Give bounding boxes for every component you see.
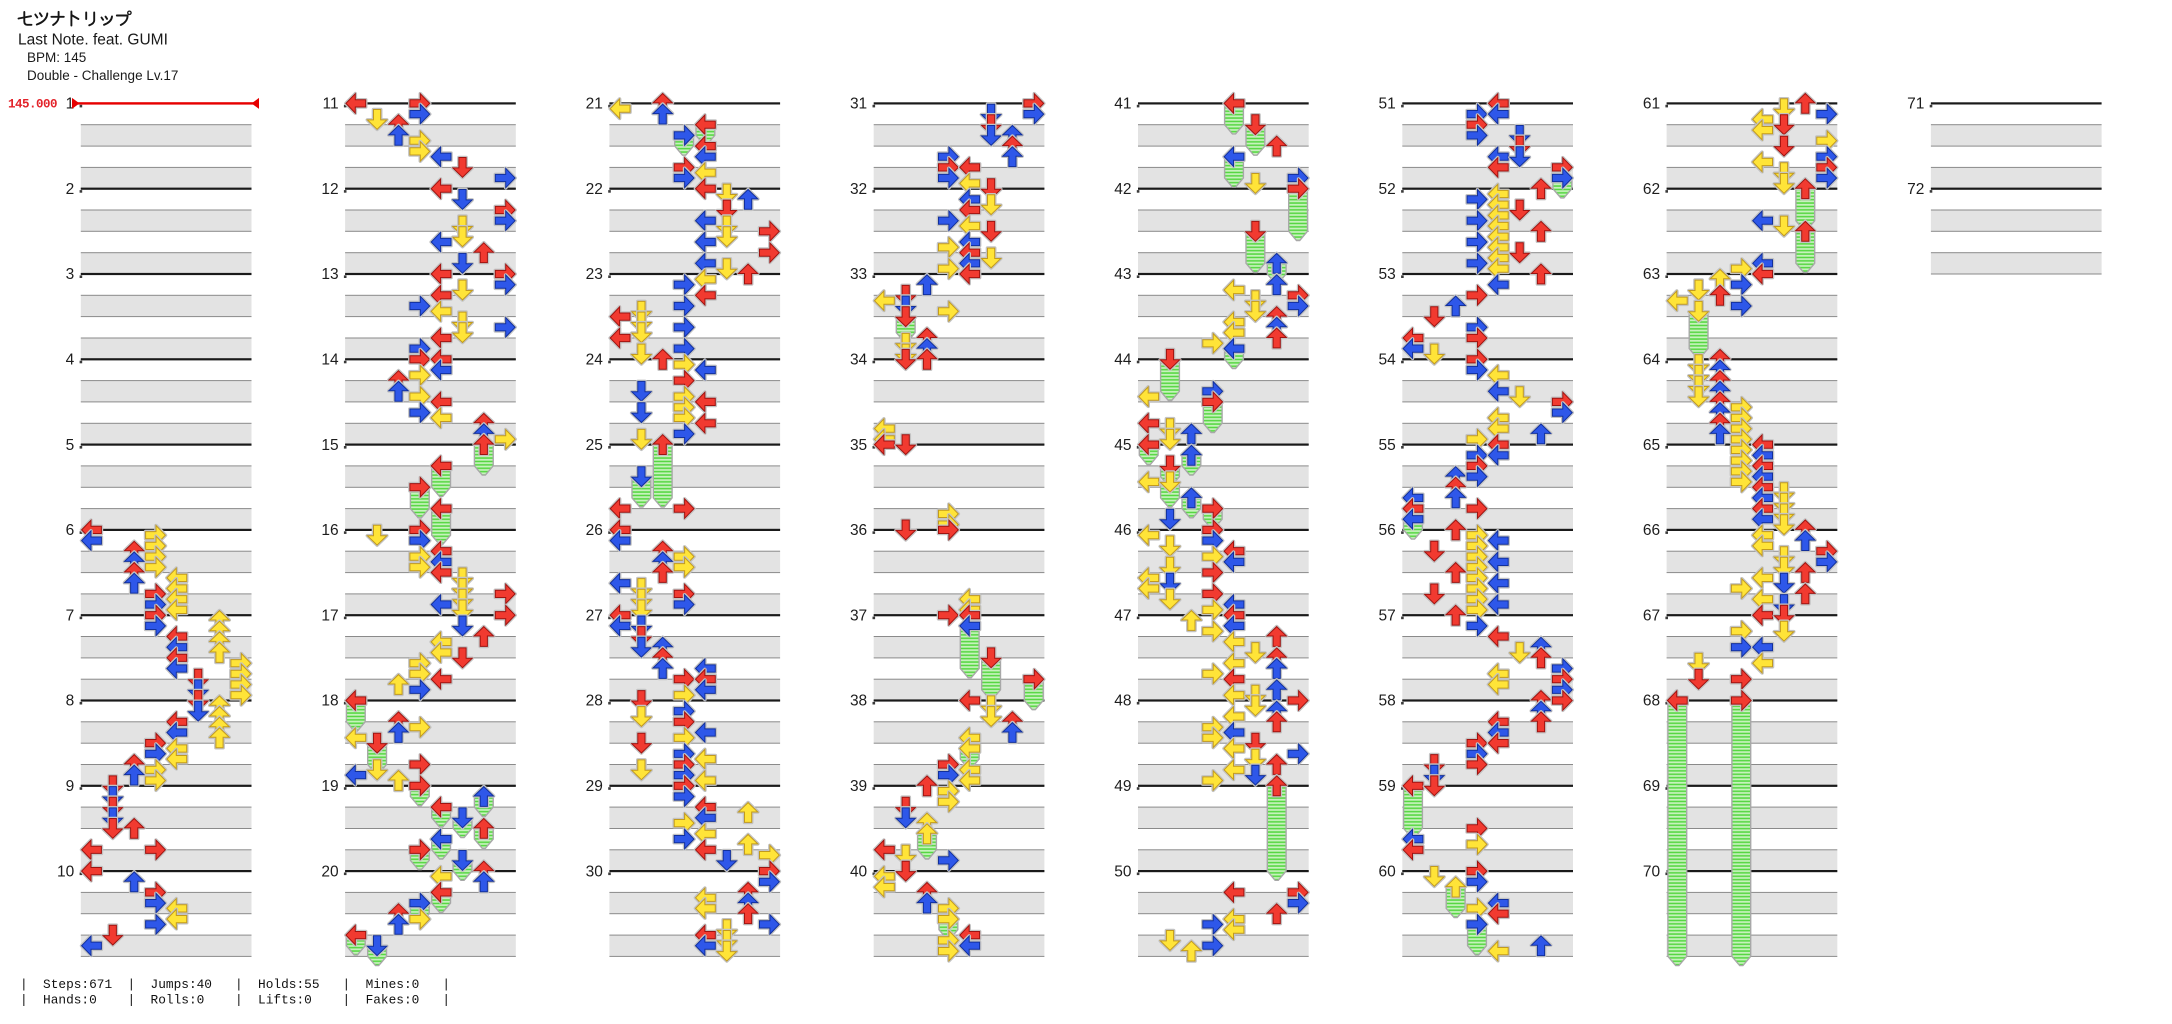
svg-text:46: 46 (1114, 522, 1131, 539)
svg-text:37: 37 (850, 607, 867, 624)
svg-text:| Steps:671 | Jumps:40 |: | Steps:671 | Jumps:40 | Holds:55 | Mine… (20, 977, 450, 992)
svg-text:34: 34 (850, 352, 868, 369)
svg-text:72: 72 (1907, 181, 1924, 198)
svg-text:11: 11 (323, 96, 339, 113)
svg-text:59: 59 (1379, 778, 1396, 795)
svg-text:27: 27 (586, 607, 603, 624)
svg-text:70: 70 (1643, 863, 1661, 880)
svg-text:2: 2 (66, 181, 75, 198)
svg-text:7: 7 (66, 607, 75, 624)
svg-text:24: 24 (586, 352, 604, 369)
svg-text:17: 17 (321, 607, 338, 624)
svg-text:9: 9 (66, 778, 75, 795)
svg-text:44: 44 (1114, 352, 1132, 369)
svg-text:56: 56 (1379, 522, 1396, 539)
svg-text:47: 47 (1114, 607, 1131, 624)
svg-text:22: 22 (586, 181, 603, 198)
svg-text:29: 29 (586, 778, 603, 795)
svg-text:58: 58 (1379, 693, 1396, 710)
svg-text:19: 19 (321, 778, 338, 795)
svg-text:57: 57 (1379, 607, 1396, 624)
svg-text:145.000: 145.000 (8, 97, 57, 111)
svg-text:60: 60 (1379, 863, 1397, 880)
svg-text:49: 49 (1114, 778, 1131, 795)
svg-text:25: 25 (586, 437, 603, 454)
svg-text:3: 3 (66, 266, 75, 283)
svg-text:61: 61 (1643, 96, 1660, 113)
svg-text:39: 39 (850, 778, 867, 795)
svg-text:31: 31 (850, 96, 867, 113)
svg-text:54: 54 (1379, 352, 1397, 369)
svg-text:| Hands:0 | Rolls:0 |: | Hands:0 | Rolls:0 | Lifts:0 | Fakes:0 … (20, 993, 450, 1008)
svg-text:8: 8 (66, 693, 75, 710)
svg-text:71: 71 (1907, 96, 1924, 113)
svg-text:Last Note. feat. GUMI: Last Note. feat. GUMI (18, 32, 168, 49)
svg-text:16: 16 (321, 522, 338, 539)
svg-text:45: 45 (1114, 437, 1131, 454)
svg-text:51: 51 (1379, 96, 1396, 113)
svg-text:12: 12 (321, 181, 338, 198)
svg-text:35: 35 (850, 437, 867, 454)
svg-text:65: 65 (1643, 437, 1660, 454)
svg-text:20: 20 (321, 863, 339, 880)
svg-text:38: 38 (850, 693, 867, 710)
svg-text:67: 67 (1643, 607, 1660, 624)
svg-text:66: 66 (1643, 522, 1660, 539)
svg-text:55: 55 (1379, 437, 1396, 454)
svg-text:48: 48 (1114, 693, 1131, 710)
svg-text:1: 1 (66, 96, 75, 113)
svg-text:64: 64 (1643, 352, 1661, 369)
svg-text:62: 62 (1643, 181, 1660, 198)
svg-text:30: 30 (586, 863, 604, 880)
svg-text:40: 40 (850, 863, 868, 880)
svg-text:10: 10 (57, 863, 75, 880)
svg-text:4: 4 (66, 352, 75, 369)
svg-text:BPM: 145: BPM: 145 (27, 50, 86, 65)
svg-text:18: 18 (321, 693, 338, 710)
svg-text:32: 32 (850, 181, 867, 198)
svg-text:28: 28 (586, 693, 603, 710)
svg-text:13: 13 (321, 266, 338, 283)
svg-text:23: 23 (586, 266, 603, 283)
svg-text:53: 53 (1379, 266, 1396, 283)
svg-text:63: 63 (1643, 266, 1660, 283)
svg-text:50: 50 (1114, 863, 1132, 880)
svg-text:6: 6 (66, 522, 75, 539)
svg-text:21: 21 (586, 96, 603, 113)
svg-text:42: 42 (1114, 181, 1131, 198)
svg-text:33: 33 (850, 266, 867, 283)
svg-text:5: 5 (66, 437, 75, 454)
svg-text:Double - Challenge Lv.17: Double - Challenge Lv.17 (27, 68, 178, 83)
svg-text:68: 68 (1643, 693, 1660, 710)
svg-text:14: 14 (321, 352, 339, 369)
svg-text:26: 26 (586, 522, 603, 539)
svg-text:69: 69 (1643, 778, 1660, 795)
svg-text:43: 43 (1114, 266, 1131, 283)
svg-text:15: 15 (321, 437, 338, 454)
svg-text:41: 41 (1114, 96, 1131, 113)
svg-text:52: 52 (1379, 181, 1396, 198)
svg-text:36: 36 (850, 522, 867, 539)
